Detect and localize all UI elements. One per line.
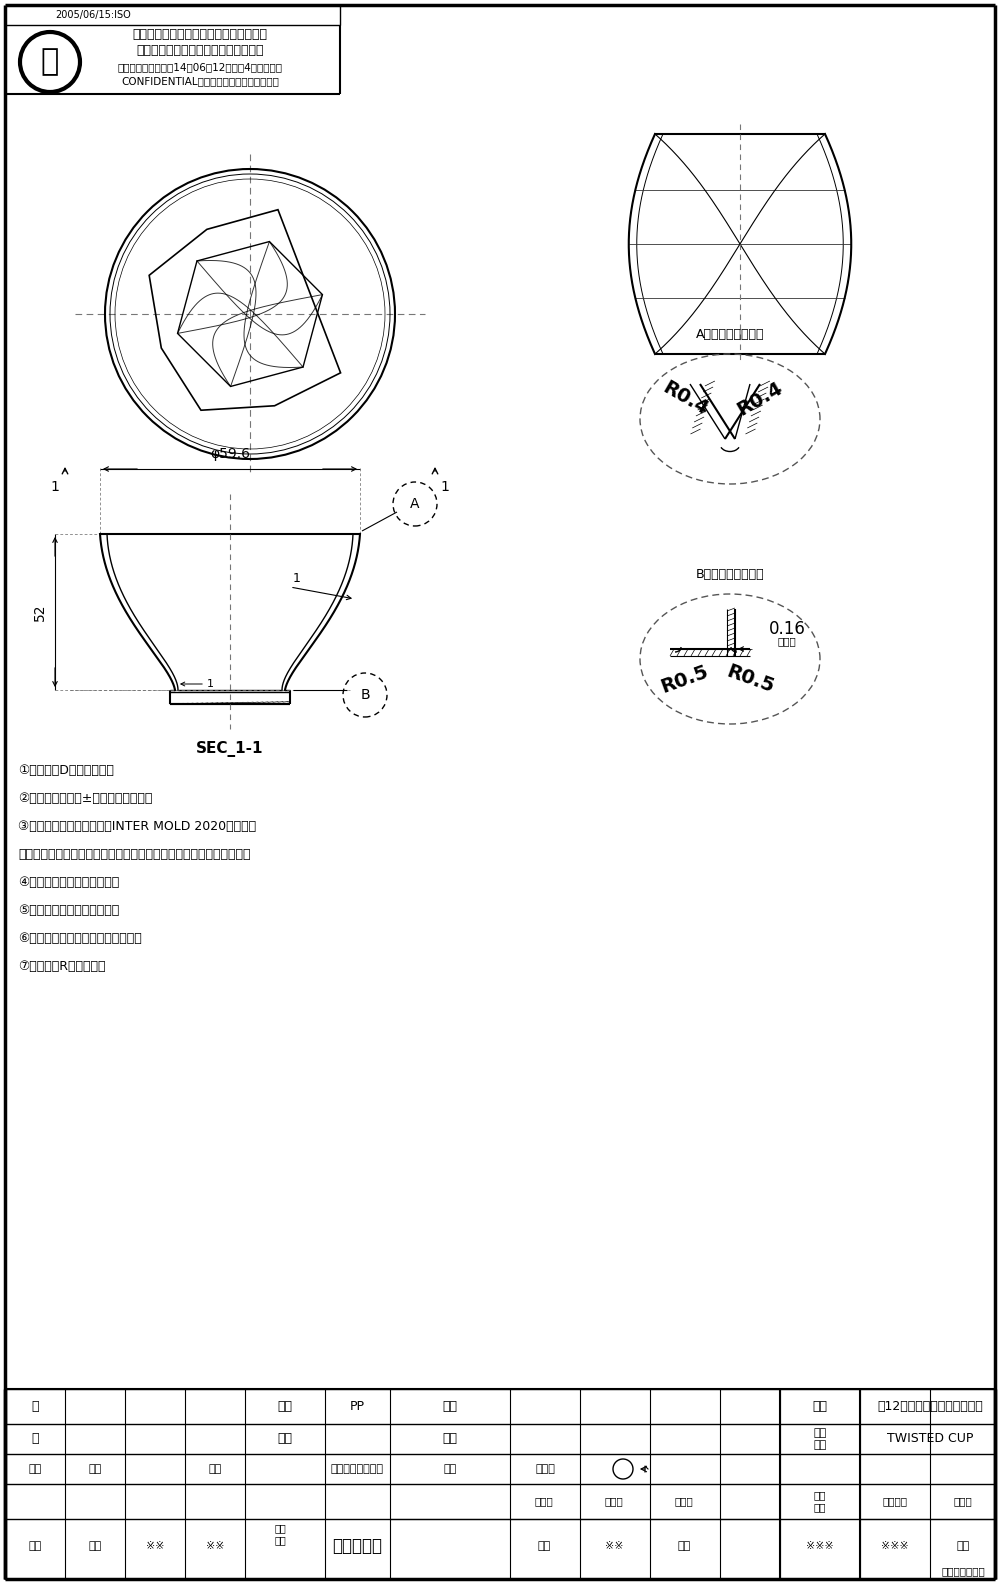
Text: 0.16: 0.16 bbox=[769, 619, 805, 638]
Text: 処理: 処理 bbox=[278, 1432, 292, 1446]
Text: 名称: 名称 bbox=[812, 1400, 828, 1413]
Text: １９．０８．２２: １９．０８．２２ bbox=[330, 1464, 384, 1475]
Text: 第12回　学生金型グランプリ: 第12回 学生金型グランプリ bbox=[877, 1400, 983, 1413]
Text: 1: 1 bbox=[441, 480, 449, 494]
Text: 合　計: 合 計 bbox=[675, 1495, 693, 1506]
Text: 第三者に漏洩無きよう管理を要する。: 第三者に漏洩無きよう管理を要する。 bbox=[136, 44, 264, 57]
Text: 部品
名称: 部品 名称 bbox=[813, 1429, 827, 1449]
Text: PP: PP bbox=[350, 1400, 364, 1413]
Text: 全ページ: 全ページ bbox=[883, 1495, 908, 1506]
Text: 記: 記 bbox=[31, 1400, 39, 1413]
Text: R0.4: R0.4 bbox=[734, 379, 786, 420]
Circle shape bbox=[20, 32, 80, 92]
Text: 組　数: 組 数 bbox=[605, 1495, 623, 1506]
Text: ③彫刻は各校校章、校名、INTER MOLD 2020の表記、: ③彫刻は各校校章、校名、INTER MOLD 2020の表記、 bbox=[18, 821, 256, 833]
Text: 日付: 日付 bbox=[208, 1464, 222, 1475]
Text: ⑦加工残りRは可とする: ⑦加工残りRは可とする bbox=[18, 960, 106, 973]
Text: 1: 1 bbox=[293, 572, 301, 586]
Text: ②指示無き公差は±０．１適用のこと: ②指示無き公差は±０．１適用のこと bbox=[18, 792, 152, 805]
Text: １：１: １：１ bbox=[535, 1464, 555, 1475]
Text: ※※: ※※ bbox=[206, 1541, 224, 1551]
Text: ※※※: ※※※ bbox=[881, 1541, 909, 1551]
Text: CONFIDENTIAL　社団法人　日本金型工業会: CONFIDENTIAL 社団法人 日本金型工業会 bbox=[121, 76, 279, 86]
Text: B拡大図（３：１）: B拡大図（３：１） bbox=[696, 567, 764, 580]
Text: ページ: ページ bbox=[954, 1495, 972, 1506]
Text: 材料: 材料 bbox=[278, 1400, 292, 1413]
Text: 【経済産業省（平成14．06．12製局第4号）指針】: 【経済産業省（平成14．06．12製局第4号）指針】 bbox=[118, 62, 283, 71]
Text: ０１: ０１ bbox=[956, 1541, 970, 1551]
Text: 本図面は契約当事者間の営業秘密として: 本図面は契約当事者間の営業秘密として bbox=[132, 29, 268, 41]
Text: 尺度: 尺度 bbox=[443, 1464, 457, 1475]
Text: SEC_1-1: SEC_1-1 bbox=[196, 741, 264, 757]
Text: ※※※: ※※※ bbox=[806, 1541, 834, 1551]
Text: 個　数: 個 数 bbox=[535, 1495, 553, 1506]
Text: 図番: 図番 bbox=[442, 1400, 458, 1413]
Text: 製図: 製図 bbox=[88, 1464, 102, 1475]
Text: R0.5: R0.5 bbox=[724, 662, 776, 697]
Text: ①詳細は３Dデータによる: ①詳細は３Dデータによる bbox=[18, 763, 114, 778]
Text: 小川: 小川 bbox=[88, 1541, 102, 1551]
Text: 長津製作所: 長津製作所 bbox=[332, 1536, 382, 1555]
Text: φ59.6: φ59.6 bbox=[210, 447, 250, 461]
Text: B: B bbox=[360, 687, 370, 702]
Text: 設計: 設計 bbox=[28, 1464, 42, 1475]
Text: A拡大図（３：１）: A拡大図（３：１） bbox=[696, 328, 764, 341]
Text: ０１: ０１ bbox=[677, 1541, 691, 1551]
Text: 事: 事 bbox=[31, 1432, 39, 1446]
Text: TWISTED CUP: TWISTED CUP bbox=[887, 1432, 973, 1446]
Text: 部品
番号: 部品 番号 bbox=[814, 1491, 826, 1511]
Text: 図面定数－０１: 図面定数－０１ bbox=[941, 1567, 985, 1576]
Text: ※※: ※※ bbox=[146, 1541, 164, 1551]
Text: ④外観部仕上げ及び色調任意: ④外観部仕上げ及び色調任意 bbox=[18, 876, 119, 889]
Text: または立体的なテクスチャを施すこととし、デザインは任意とする: または立体的なテクスチャを施すこととし、デザインは任意とする bbox=[18, 847, 250, 862]
Text: ⑤ゲート及び突き出しは任意: ⑤ゲート及び突き出しは任意 bbox=[18, 904, 119, 917]
Text: 小川: 小川 bbox=[28, 1541, 42, 1551]
Text: 注番: 注番 bbox=[442, 1432, 458, 1446]
Text: 秘: 秘 bbox=[41, 48, 59, 76]
Text: 52: 52 bbox=[33, 604, 47, 621]
Text: ⑥ＰＬ及び指示無き抜き勾配は任意: ⑥ＰＬ及び指示無き抜き勾配は任意 bbox=[18, 931, 142, 946]
Text: ０１: ０１ bbox=[537, 1541, 551, 1551]
Text: A: A bbox=[410, 497, 420, 512]
Text: R0.4: R0.4 bbox=[659, 379, 711, 420]
Text: 1: 1 bbox=[207, 680, 214, 689]
Text: ※※: ※※ bbox=[605, 1541, 623, 1551]
Text: R0.5: R0.5 bbox=[659, 662, 711, 697]
Text: 1: 1 bbox=[51, 480, 59, 494]
Text: 株式
会社: 株式 会社 bbox=[274, 1524, 286, 1544]
Text: 反り量: 反り量 bbox=[778, 637, 796, 646]
Text: 2005/06/15:ISO: 2005/06/15:ISO bbox=[55, 10, 131, 21]
